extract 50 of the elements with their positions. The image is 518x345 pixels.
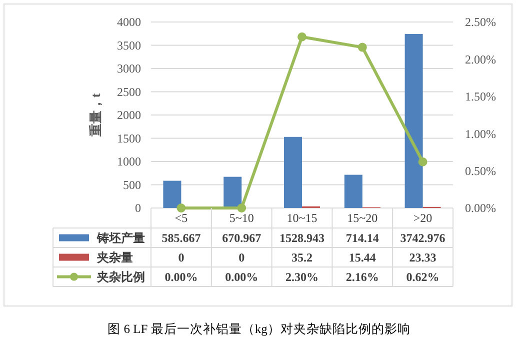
- text: 图 6 LF 最后一次补铝量（kg）对夹杂缺陷比例的影响: [108, 322, 410, 336]
- point: [358, 42, 367, 52]
- data-label: 15.44: [348, 250, 376, 264]
- data-label: 670.967: [222, 230, 262, 245]
- bar: [404, 34, 423, 208]
- point: [176, 204, 186, 212]
- bar: [284, 136, 302, 208]
- data-label: 3742.976: [400, 230, 446, 245]
- y-tick-label: 1000: [117, 154, 141, 169]
- data-label: 0: [178, 250, 184, 264]
- point: [237, 204, 246, 212]
- x-tick-label: 10~15: [286, 211, 318, 226]
- data-label: 23.33: [409, 250, 436, 264]
- x-tick-label: 15~20: [347, 211, 378, 226]
- y-tick-label: 3500: [117, 38, 141, 52]
- x-tick-label: >20: [413, 211, 432, 226]
- data-label: 0.62%: [406, 270, 440, 284]
- y2-tick-label: 2.00%: [465, 52, 496, 66]
- y-tick-label: 0: [135, 201, 141, 216]
- data-label: 585.667: [162, 230, 201, 245]
- data-label: 0.00%: [225, 270, 258, 284]
- y-tick-label: 2000: [117, 108, 141, 122]
- data-label: 2.16%: [346, 270, 379, 284]
- y-axis-title: 重量，t: [88, 92, 103, 138]
- data-label: 1528.943: [280, 230, 324, 245]
- y-tick-label: 3000: [117, 62, 141, 76]
- y2-tick-label: 1.50%: [465, 90, 496, 104]
- bar: [224, 176, 242, 208]
- legend-label: 铸坯产量: [96, 230, 145, 245]
- y-tick-label: 500: [123, 178, 141, 192]
- data-label: 714.14: [346, 230, 379, 245]
- data-label: 0: [238, 250, 245, 264]
- y-tick-label: 4000: [117, 15, 141, 30]
- data-label: 0.00%: [164, 270, 198, 284]
- data-label: 35.2: [292, 250, 312, 264]
- bar: [344, 174, 362, 208]
- y2-tick-label: 0.00%: [465, 201, 496, 216]
- y2-tick-label: 1.00%: [465, 126, 496, 141]
- point: [418, 157, 428, 166]
- legend-label: 夹杂比例: [97, 270, 145, 284]
- y-tick-label: 2500: [117, 84, 141, 99]
- data-label: 2.30%: [286, 270, 318, 284]
- bar: [163, 180, 182, 208]
- y2-tick-label: 2.50%: [465, 15, 496, 30]
- point: [298, 32, 306, 42]
- x-tick-label: <5: [174, 211, 188, 226]
- legend-label: 夹杂量: [97, 250, 133, 264]
- x-tick-label: 5~10: [229, 211, 254, 226]
- y2-tick-label: 0.50%: [465, 164, 496, 178]
- y-tick-label: 1500: [117, 131, 141, 146]
